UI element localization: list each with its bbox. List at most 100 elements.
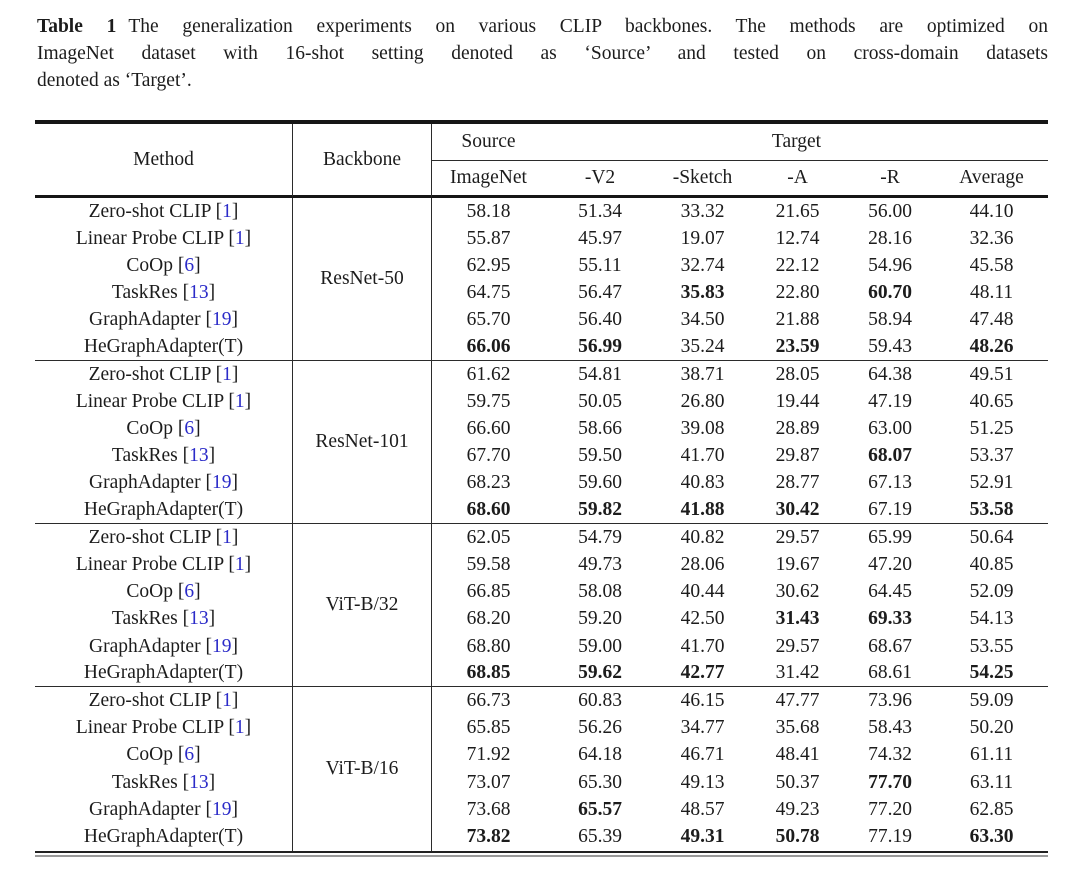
citation-number[interactable]: 6: [184, 254, 195, 276]
citation-link[interactable]: [1]: [215, 200, 239, 222]
value-cell: 44.10: [969, 200, 1014, 222]
value-cell: 68.20: [466, 608, 511, 630]
citation-link[interactable]: [1]: [228, 227, 252, 249]
value-cell: 42.50: [680, 608, 725, 630]
citation-link[interactable]: [1]: [228, 390, 252, 412]
value-cell: 29.57: [775, 526, 820, 548]
citation-number[interactable]: 6: [184, 744, 195, 766]
caption-line: denoted as ‘Target’.: [37, 70, 192, 91]
citation-number[interactable]: 6: [184, 581, 195, 603]
citation-number[interactable]: 1: [234, 227, 245, 249]
value-cell: 66.73: [466, 689, 511, 711]
citation-link[interactable]: [1]: [215, 689, 239, 711]
value-cell: 59.00: [578, 635, 622, 657]
method-cell: Zero-shot CLIP [1]: [35, 198, 293, 226]
value-cell: 22.12: [775, 254, 820, 276]
method-cell: CoOp [6]: [35, 741, 293, 769]
value-cell: 66.06: [432, 334, 545, 362]
citation-link[interactable]: [1]: [215, 363, 239, 385]
citation-link[interactable]: [19]: [205, 309, 238, 331]
value-cell: 59.58: [466, 554, 511, 576]
value-cell: 52.91: [969, 472, 1014, 494]
table-row: TaskRes [13] 67.70 59.50 41.70 29.87 68.07 53.…: [35, 442, 1048, 470]
value-cell: 48.11: [969, 282, 1014, 304]
value-cell: 64.38: [868, 363, 912, 385]
citation-link[interactable]: [19]: [205, 798, 238, 820]
citation-link[interactable]: [13]: [182, 771, 216, 793]
value-cell: 66.85: [466, 581, 511, 603]
citation-link[interactable]: [19]: [205, 472, 238, 494]
citation-link[interactable]: [1]: [215, 526, 239, 548]
method-cell: GraphAdapter [19]: [35, 306, 293, 334]
method-cell: HeGraphAdapter(T): [35, 333, 293, 362]
value-cell: 54.96: [868, 254, 912, 276]
value-cell: 64.18: [578, 744, 622, 766]
citation-link[interactable]: [6]: [177, 581, 201, 603]
citation-number[interactable]: 13: [189, 608, 209, 630]
citation-link[interactable]: [13]: [182, 445, 216, 467]
citation-number[interactable]: 1: [234, 390, 245, 412]
citation-link[interactable]: [6]: [177, 254, 201, 276]
table-row: Linear Probe CLIP [1] 55.87 45.97 19.07 12.7…: [35, 225, 1048, 253]
value-cell: 41.70: [680, 635, 725, 657]
method-cell: HeGraphAdapter(T): [35, 823, 293, 851]
citation-link[interactable]: [13]: [182, 608, 216, 630]
value-cell: 38.71: [680, 363, 725, 385]
citation-link[interactable]: [1]: [228, 554, 252, 576]
value-cell: 61.62: [466, 363, 511, 385]
value-cell: 68.85: [432, 660, 545, 688]
citation-number[interactable]: 13: [189, 445, 209, 467]
value-cell: 47.20: [868, 554, 912, 576]
value-cell: 50.05: [578, 390, 622, 412]
value-cell: 40.82: [680, 526, 725, 548]
citation-number[interactable]: 1: [222, 363, 232, 385]
citation-link[interactable]: [6]: [177, 418, 201, 440]
citation-link[interactable]: [6]: [177, 744, 201, 766]
method-cell: Linear Probe CLIP [1]: [35, 551, 293, 579]
citation-number[interactable]: 13: [189, 282, 209, 304]
value-cell: 52.09: [969, 581, 1014, 603]
value-cell: 77.70: [868, 771, 912, 793]
citation-number[interactable]: 1: [222, 526, 232, 548]
value-cell: 73.68: [466, 798, 511, 820]
group-header-source: Source: [432, 124, 545, 161]
value-cell: 58.08: [578, 581, 622, 603]
citation-number[interactable]: 6: [184, 418, 195, 440]
citation-link[interactable]: [13]: [182, 282, 216, 304]
value-cell: 40.44: [680, 581, 725, 603]
citation-number[interactable]: 19: [211, 472, 232, 494]
citation-number[interactable]: 1: [234, 554, 245, 576]
value-cell: 28.89: [775, 418, 820, 440]
value-cell: 32.74: [680, 254, 725, 276]
method-cell: HeGraphAdapter(T): [35, 497, 293, 525]
value-cell: 51.34: [578, 200, 622, 222]
value-cell: 59.50: [578, 445, 622, 467]
value-cell: 67.19: [845, 497, 935, 525]
value-cell: 61.11: [969, 744, 1014, 766]
method-cell: CoOp [6]: [35, 578, 293, 606]
value-cell: 26.80: [680, 390, 725, 412]
caption-label: Table 1: [37, 16, 117, 37]
citation-number[interactable]: 1: [222, 200, 232, 222]
value-cell: 46.15: [680, 689, 725, 711]
citation-link[interactable]: [1]: [228, 717, 252, 739]
citation-number[interactable]: 13: [189, 771, 209, 793]
value-cell: 73.82: [466, 825, 511, 847]
citation-number[interactable]: 19: [211, 635, 232, 657]
backbone-cell: ViT-B/32: [293, 524, 432, 688]
value-cell: 46.71: [680, 744, 725, 766]
value-cell: 74.32: [868, 744, 912, 766]
value-cell: 39.08: [680, 418, 725, 440]
citation-number[interactable]: 1: [234, 717, 245, 739]
method-cell: TaskRes [13]: [35, 768, 293, 797]
citation-number[interactable]: 19: [211, 798, 232, 820]
value-cell: 55.87: [466, 227, 511, 249]
citation-number[interactable]: 19: [211, 309, 232, 331]
citation-link[interactable]: [19]: [205, 635, 238, 657]
value-cell: 34.77: [680, 717, 725, 739]
table-head: Method Backbone Source Target ImageNet -…: [35, 124, 1049, 198]
citation-number[interactable]: 1: [222, 689, 232, 711]
value-cell: 65.57: [578, 798, 622, 820]
value-cell: 19.67: [775, 554, 820, 576]
value-cell: 64.75: [466, 282, 511, 304]
